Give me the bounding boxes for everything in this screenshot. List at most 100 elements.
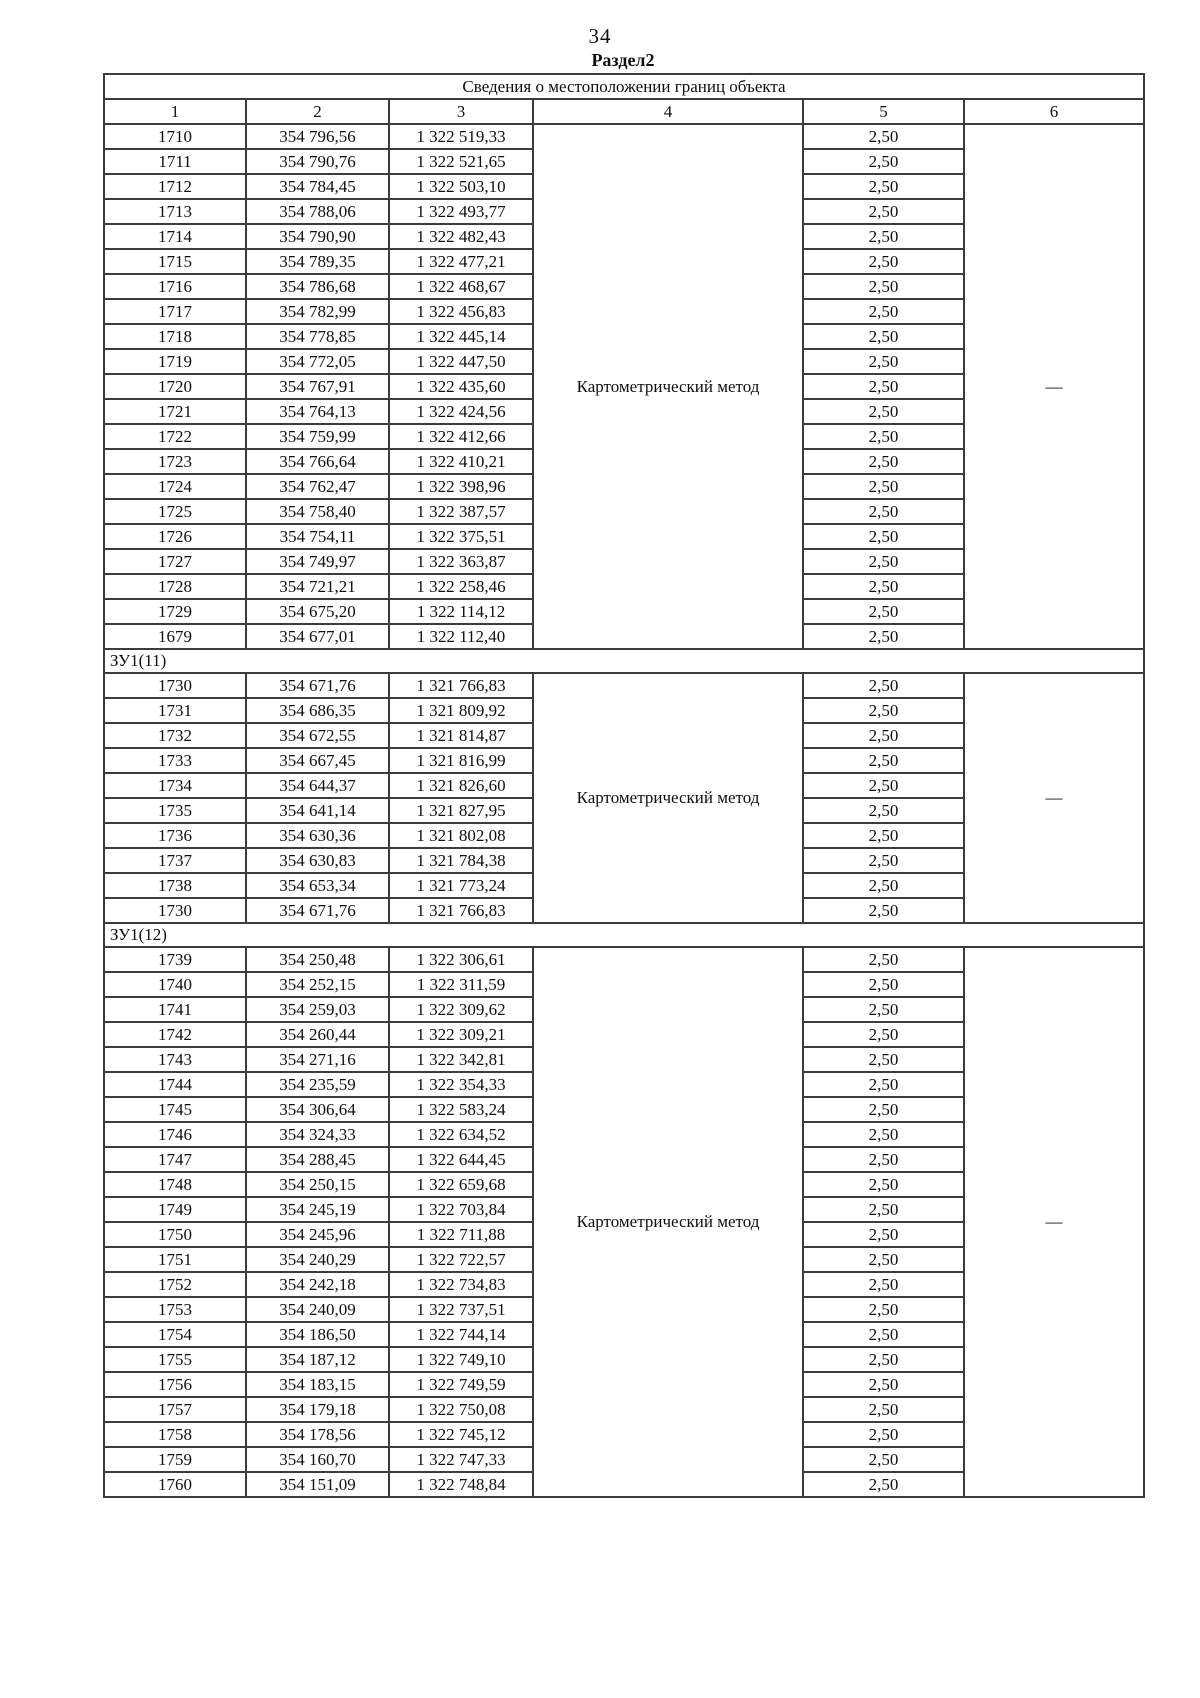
table-title: Сведения о местоположении границ объекта	[102, 73, 1146, 100]
coord-x-cell: 354 324,33	[245, 1121, 390, 1148]
method-cell: Картометрический метод	[532, 672, 804, 924]
coord-y-cell: 1 322 722,57	[388, 1246, 534, 1273]
precision-cell: 2,50	[802, 273, 965, 300]
dash-cell: —	[962, 946, 1146, 1498]
table-row: 1722 354 759,99 1 322 412,66 2,50	[103, 423, 1144, 450]
precision-cell: 2,50	[802, 1271, 965, 1298]
table-row: 1743 354 271,16 1 322 342,81 2,50	[103, 1046, 1144, 1073]
precision-cell: 2,50	[802, 398, 965, 425]
table-row: 1741 354 259,03 1 322 309,62 2,50	[103, 996, 1144, 1023]
table-row: 1744 354 235,59 1 322 354,33 2,50	[103, 1071, 1144, 1098]
coord-x-cell: 354 245,19	[245, 1196, 390, 1223]
coord-x-cell: 354 186,50	[245, 1321, 390, 1348]
table-row: 1729 354 675,20 1 322 114,12 2,50	[103, 598, 1144, 625]
point-number-cell: 1732	[103, 722, 247, 749]
point-number-cell: 1751	[103, 1246, 247, 1273]
coord-y-cell: 1 322 306,61	[388, 946, 534, 973]
table-row: 1711 354 790,76 1 322 521,65 2,50	[103, 148, 1144, 175]
table-row: 1736 354 630,36 1 321 802,08 2,50	[103, 822, 1144, 849]
table-row: 1738 354 653,34 1 321 773,24 2,50	[103, 872, 1144, 899]
coord-y-cell: 1 322 363,87	[388, 548, 534, 575]
table-row: 1725 354 758,40 1 322 387,57 2,50	[103, 498, 1144, 525]
point-number-cell: 1739	[103, 946, 247, 973]
point-number-cell: 1760	[103, 1471, 247, 1498]
precision-cell: 2,50	[802, 248, 965, 275]
coord-x-cell: 354 677,01	[245, 623, 390, 650]
coord-x-cell: 354 796,56	[245, 123, 390, 150]
coord-y-cell: 1 322 447,50	[388, 348, 534, 375]
precision-cell: 2,50	[802, 1396, 965, 1423]
table-row: 1740 354 252,15 1 322 311,59 2,50	[103, 971, 1144, 998]
precision-cell: 2,50	[802, 1096, 965, 1123]
column-header-6: 6	[962, 98, 1146, 125]
precision-cell: 2,50	[802, 996, 965, 1023]
coord-y-cell: 1 322 258,46	[388, 573, 534, 600]
coord-x-cell: 354 160,70	[245, 1446, 390, 1473]
coord-y-cell: 1 322 435,60	[388, 373, 534, 400]
coord-y-cell: 1 322 748,84	[388, 1471, 534, 1498]
parcel-section-label: ЗУ1(12)	[102, 922, 1146, 948]
precision-cell: 2,50	[802, 498, 965, 525]
coord-x-cell: 354 767,91	[245, 373, 390, 400]
table-row: 1727 354 749,97 1 322 363,87 2,50	[103, 548, 1144, 575]
precision-cell: 2,50	[802, 473, 965, 500]
coord-y-cell: 1 321 802,08	[388, 822, 534, 849]
table-row: 1732 354 672,55 1 321 814,87 2,50	[103, 722, 1144, 749]
method-cell: Картометрический метод	[532, 123, 804, 650]
coord-y-cell: 1 322 424,56	[388, 398, 534, 425]
point-number-cell: 1713	[103, 198, 247, 225]
coord-x-cell: 354 784,45	[245, 173, 390, 200]
precision-cell: 2,50	[802, 946, 965, 973]
point-number-cell: 1746	[103, 1121, 247, 1148]
table-row: 1724 354 762,47 1 322 398,96 2,50	[103, 473, 1144, 500]
coord-x-cell: 354 671,76	[245, 897, 390, 924]
coord-y-cell: 1 321 784,38	[388, 847, 534, 874]
precision-cell: 2,50	[802, 1171, 965, 1198]
boundary-coordinates-table: Сведения о местоположении границ объекта…	[102, 73, 1146, 1498]
point-number-cell: 1730	[103, 897, 247, 924]
parcel-section-label: ЗУ1(11)	[102, 648, 1146, 674]
point-number-cell: 1710	[103, 123, 247, 150]
coord-x-cell: 354 306,64	[245, 1096, 390, 1123]
coord-y-cell: 1 322 309,21	[388, 1021, 534, 1048]
table-row: 1747 354 288,45 1 322 644,45 2,50	[103, 1146, 1144, 1173]
column-header-5: 5	[802, 98, 965, 125]
coord-x-cell: 354 644,37	[245, 772, 390, 799]
table-row: 1757 354 179,18 1 322 750,08 2,50	[103, 1396, 1144, 1423]
parcel-section-row: ЗУ1(12)	[102, 922, 1146, 948]
precision-cell: 2,50	[802, 672, 965, 699]
coord-y-cell: 1 322 445,14	[388, 323, 534, 350]
coord-y-cell: 1 322 734,83	[388, 1271, 534, 1298]
table-row: 1716 354 786,68 1 322 468,67 2,50	[103, 273, 1144, 300]
coord-x-cell: 354 671,76	[245, 672, 390, 699]
coord-y-cell: 1 322 412,66	[388, 423, 534, 450]
coord-x-cell: 354 183,15	[245, 1371, 390, 1398]
coord-x-cell: 354 288,45	[245, 1146, 390, 1173]
coord-y-cell: 1 322 749,59	[388, 1371, 534, 1398]
coord-x-cell: 354 782,99	[245, 298, 390, 325]
table-row: 1721 354 764,13 1 322 424,56 2,50	[103, 398, 1144, 425]
precision-cell: 2,50	[802, 148, 965, 175]
coord-x-cell: 354 675,20	[245, 598, 390, 625]
precision-cell: 2,50	[802, 1046, 965, 1073]
coord-y-cell: 1 322 703,84	[388, 1196, 534, 1223]
point-number-cell: 1734	[103, 772, 247, 799]
coord-x-cell: 354 758,40	[245, 498, 390, 525]
table-row: 1713 354 788,06 1 322 493,77 2,50	[103, 198, 1144, 225]
point-number-cell: 1712	[103, 173, 247, 200]
point-number-cell: 1744	[103, 1071, 247, 1098]
coord-x-cell: 354 721,21	[245, 573, 390, 600]
precision-cell: 2,50	[802, 573, 965, 600]
table-row: 1752 354 242,18 1 322 734,83 2,50	[103, 1271, 1144, 1298]
coord-y-cell: 1 321 826,60	[388, 772, 534, 799]
precision-cell: 2,50	[802, 298, 965, 325]
precision-cell: 2,50	[802, 1021, 965, 1048]
table-row: 1754 354 186,50 1 322 744,14 2,50	[103, 1321, 1144, 1348]
coord-y-cell: 1 321 814,87	[388, 722, 534, 749]
precision-cell: 2,50	[802, 1071, 965, 1098]
coord-y-cell: 1 322 659,68	[388, 1171, 534, 1198]
table-row: 1749 354 245,19 1 322 703,84 2,50	[103, 1196, 1144, 1223]
point-number-cell: 1724	[103, 473, 247, 500]
precision-cell: 2,50	[802, 822, 965, 849]
